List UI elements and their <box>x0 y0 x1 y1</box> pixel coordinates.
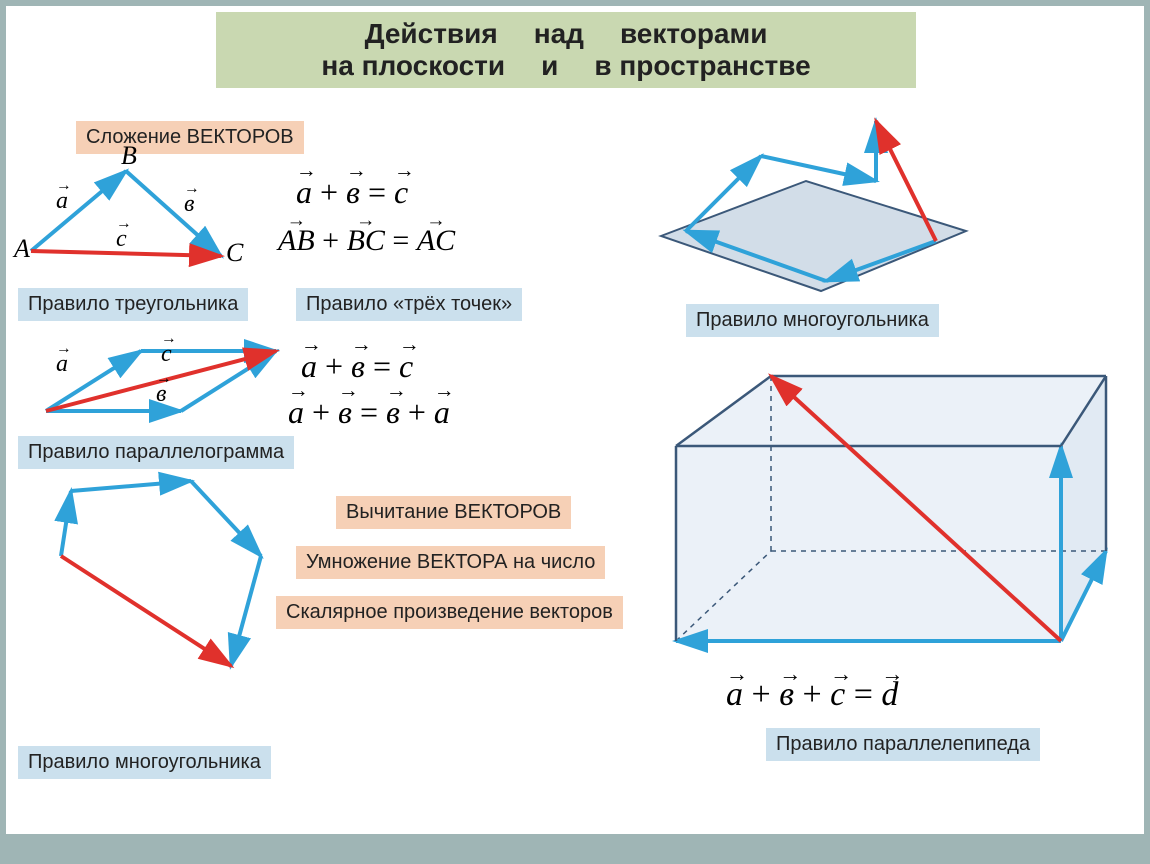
equation: a + в + c = d <box>726 676 898 714</box>
label-polygon-left: Правило многоугольника <box>18 746 271 779</box>
slide-canvas: Действия над векторами на плоскости и в … <box>6 6 1144 834</box>
label-parallelepiped: Правило параллелепипеда <box>766 728 1040 761</box>
parallelepiped-diagram <box>6 6 1146 706</box>
